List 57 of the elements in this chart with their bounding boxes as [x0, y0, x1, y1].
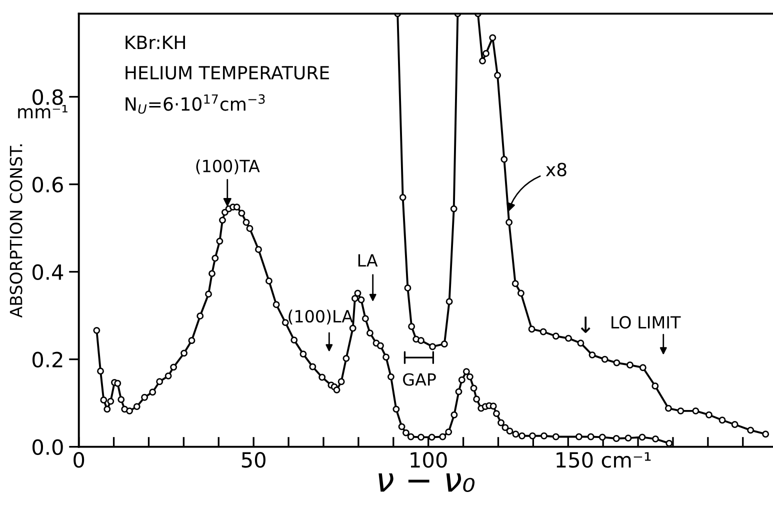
point: [677, 407, 684, 414]
y-axis-title: ABSORPTION CONST.: [10, 144, 22, 318]
annotation: LO LIMIT: [612, 316, 681, 329]
point: [418, 337, 424, 344]
point: [664, 404, 672, 412]
point: [500, 156, 508, 163]
point: [506, 218, 513, 226]
point: [528, 326, 536, 333]
point: [718, 416, 726, 424]
y-tick-label: 0.8: [32, 89, 63, 105]
point: [429, 343, 436, 350]
annotation: x8: [546, 162, 566, 176]
point: [747, 426, 754, 434]
point: [399, 194, 406, 201]
point: [450, 205, 458, 212]
point: [577, 340, 584, 347]
point: [565, 334, 572, 342]
annotation: HELIUM TEMPERATURE: [126, 66, 329, 80]
annotation: (100)TA: [196, 159, 260, 174]
y-tick-label: 0.2: [32, 352, 62, 368]
x-axis-title: ν − ν₀: [378, 473, 475, 492]
point: [446, 298, 453, 306]
x-tick-label: 50: [242, 452, 266, 468]
y-tick-label: 0.4: [32, 264, 64, 280]
point: [489, 34, 496, 42]
annotation: GAP: [403, 373, 436, 386]
x-tick-label: 150 cm⁻¹: [556, 452, 651, 468]
point: [404, 284, 412, 292]
x-tick-label: 0: [74, 452, 84, 468]
point: [762, 430, 770, 438]
point: [639, 364, 646, 372]
point: [731, 421, 738, 428]
point: [652, 382, 659, 390]
point: [613, 359, 620, 366]
annotation: KBr:KH: [126, 36, 185, 49]
annotation: LA: [358, 254, 378, 266]
y-tick-label: 0.0: [32, 439, 63, 456]
point: [626, 362, 634, 368]
point: [408, 323, 416, 330]
point: [705, 411, 712, 418]
annotation: N$_{U}$=6·10$^{17}$cm$^{−3}$: [126, 94, 265, 114]
point: [552, 332, 560, 340]
annotation: (100)LA: [288, 310, 353, 325]
point: [482, 50, 490, 57]
point: [479, 57, 486, 64]
x-tick-label: 100: [410, 452, 447, 468]
annotation: ↓: [580, 316, 590, 333]
text: mm⁻¹: [18, 105, 68, 118]
point: [494, 72, 502, 79]
point: [540, 328, 547, 336]
y-tick-label: 0.6: [32, 176, 63, 193]
point: [588, 351, 596, 358]
point: [601, 356, 608, 363]
point: [440, 340, 448, 348]
point: [692, 407, 700, 414]
point: [517, 290, 524, 297]
point: [512, 280, 519, 288]
